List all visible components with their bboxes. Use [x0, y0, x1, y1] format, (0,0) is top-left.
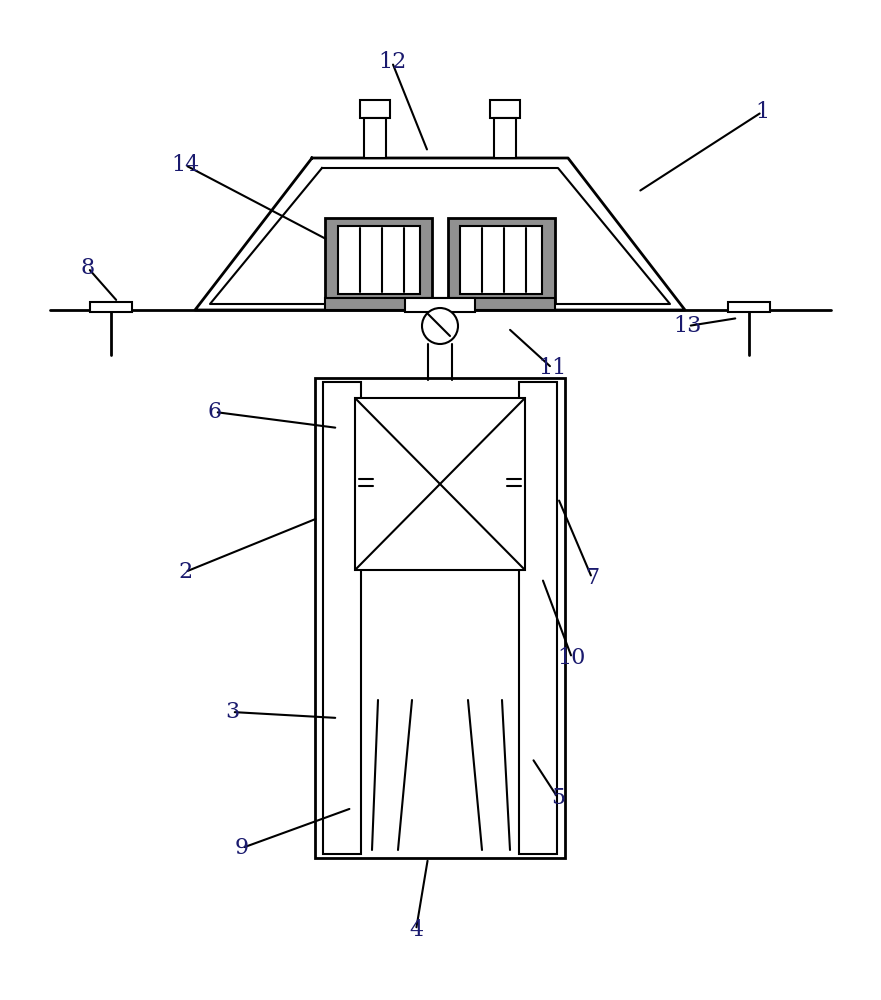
Text: 4: 4 — [409, 919, 423, 941]
Text: 11: 11 — [538, 357, 566, 379]
Bar — [325, 218, 432, 302]
Bar — [460, 226, 542, 294]
Text: 6: 6 — [208, 401, 222, 423]
Bar — [494, 118, 516, 158]
Bar — [490, 100, 520, 118]
Text: 10: 10 — [558, 647, 586, 669]
Bar — [355, 398, 525, 570]
Bar — [323, 382, 361, 854]
Text: 1: 1 — [755, 101, 769, 123]
Text: 3: 3 — [225, 701, 239, 723]
Bar — [90, 302, 132, 312]
Text: 7: 7 — [585, 567, 599, 589]
Text: 8: 8 — [81, 257, 95, 279]
Text: 5: 5 — [551, 787, 565, 809]
Bar — [364, 118, 386, 158]
Text: 14: 14 — [171, 154, 199, 176]
Bar — [728, 302, 770, 312]
Bar — [315, 378, 565, 858]
Text: 12: 12 — [378, 51, 406, 73]
Bar — [360, 100, 390, 118]
Bar — [338, 226, 420, 294]
Text: 9: 9 — [235, 837, 249, 859]
Bar — [325, 298, 555, 310]
Text: 2: 2 — [178, 561, 192, 583]
Circle shape — [422, 308, 458, 344]
Text: 13: 13 — [674, 315, 702, 337]
Bar — [519, 382, 557, 854]
Bar — [405, 298, 475, 312]
Bar — [448, 218, 555, 302]
